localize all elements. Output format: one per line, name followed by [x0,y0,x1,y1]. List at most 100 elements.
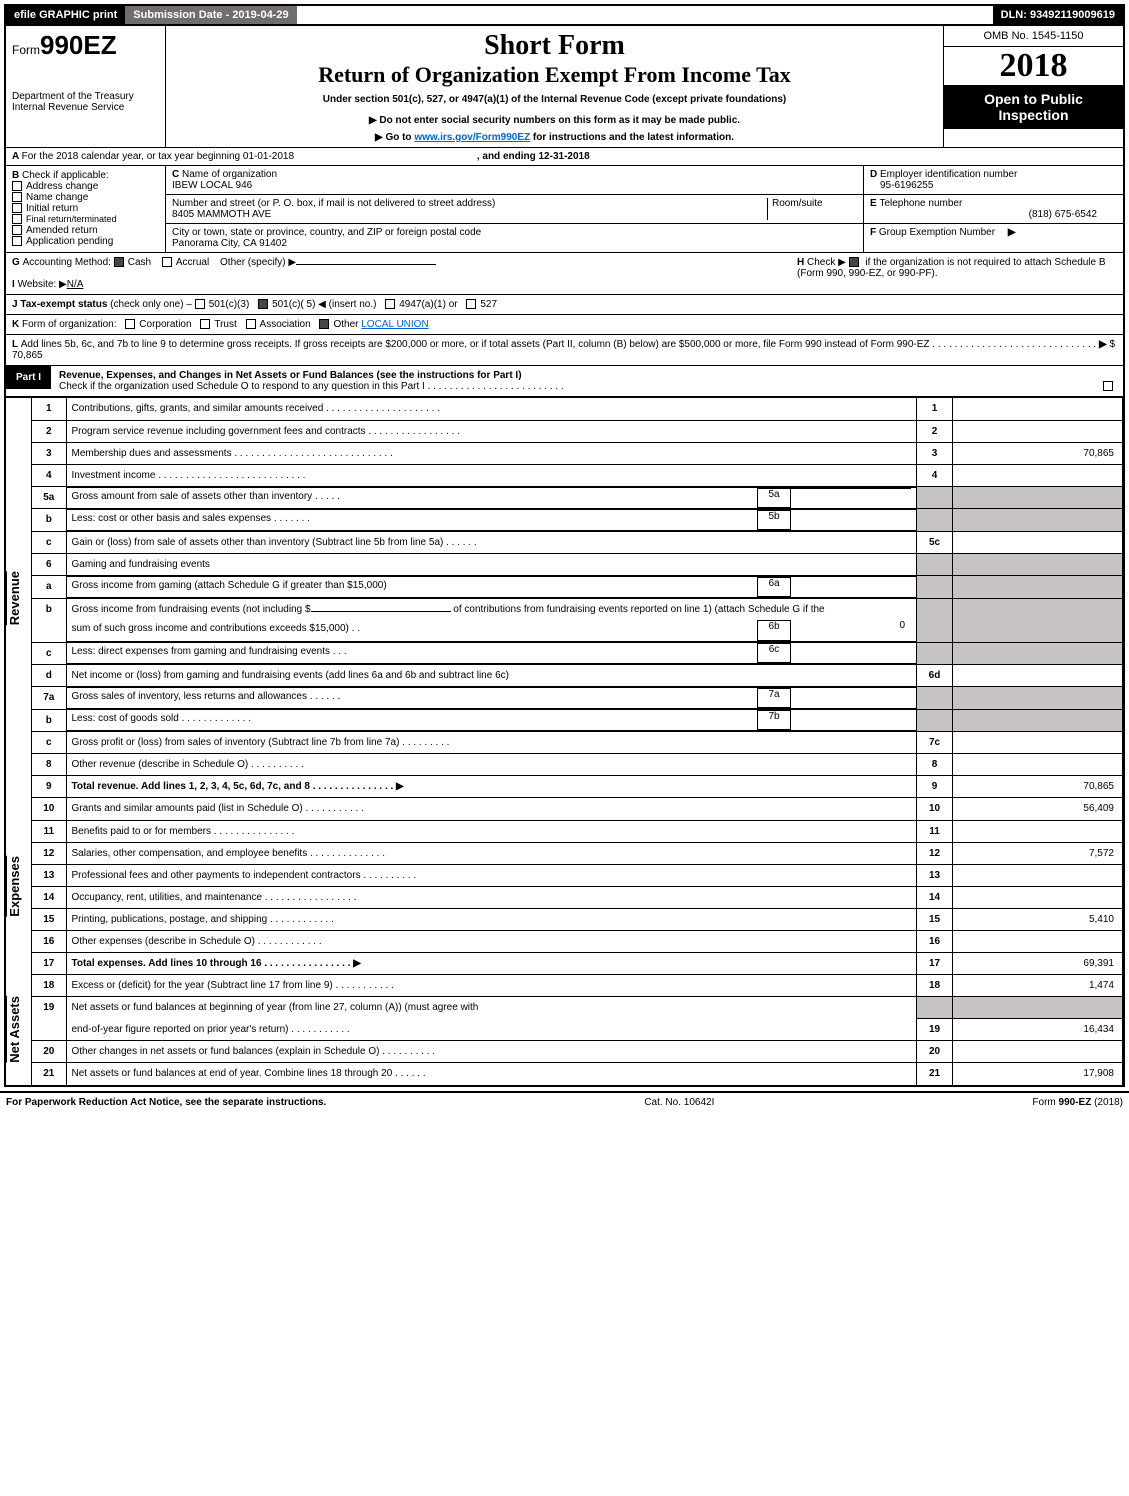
submission-date: Submission Date - 2019-04-29 [125,6,296,24]
table-row: 7aGross sales of inventory, less returns… [32,687,1123,710]
line-k: K Form of organization: Corporation Trus… [6,315,1123,335]
table-row: 2Program service revenue including gover… [32,420,1123,442]
goto-post: for instructions and the latest informat… [530,132,734,143]
dept-treasury: Department of the Treasury [12,91,159,102]
table-row: 20Other changes in net assets or fund ba… [32,1041,1123,1063]
table-row: cGross profit or (loss) from sales of in… [32,732,1123,754]
expenses-table: 10Grants and similar amounts paid (list … [32,798,1123,975]
table-row: end-of-year figure reported on prior yea… [32,1019,1123,1041]
section-g: G Accounting Method: Cash Accrual Other … [12,257,797,290]
j-o2: 501(c)( 5) ◀ (insert no.) [272,299,376,310]
footer: For Paperwork Reduction Act Notice, see … [0,1091,1129,1112]
checkbox-assoc[interactable] [246,319,256,329]
fundraising-amount-input[interactable] [311,611,451,612]
checkbox-other-org[interactable] [319,319,329,329]
checkbox-corp[interactable] [125,319,135,329]
checkbox-address-change[interactable] [12,181,22,191]
checkbox-part1-schedo[interactable] [1103,381,1113,391]
table-row: 15Printing, publications, postage, and s… [32,908,1123,930]
checkbox-accrual[interactable] [162,257,172,267]
goto-pre: ▶ Go to [375,132,414,143]
line-a-ending: , and ending 12-31-2018 [477,151,590,162]
open-to-public: Open to Public Inspection [944,85,1123,129]
b-item-5: Application pending [26,236,113,247]
line-a-text: For the 2018 calendar year, or tax year … [22,151,294,162]
checkbox-501c3[interactable] [195,299,205,309]
org-address: 8405 MAMMOTH AVE [172,209,271,220]
checkbox-trust[interactable] [200,319,210,329]
k-other: Other [333,319,358,330]
table-row: bGross income from fundraising events (n… [32,598,1123,620]
netassets-table: 18Excess or (deficit) for the year (Subt… [32,975,1123,1085]
k-assoc: Association [260,319,311,330]
ssn-warning: ▶ Do not enter social security numbers o… [172,115,937,126]
table-row: 13Professional fees and other payments t… [32,864,1123,886]
b-item-3: Final return/terminated [26,214,117,224]
g-other-input[interactable] [296,264,436,265]
g-accrual: Accrual [176,257,209,268]
checkbox-cash[interactable] [114,257,124,267]
table-row: bLess: cost of goods sold . . . . . . . … [32,709,1123,732]
ein-value: 95-6196255 [870,180,933,191]
revenue-section: Revenue 1Contributions, gifts, grants, a… [6,397,1123,798]
checkbox-527[interactable] [466,299,476,309]
table-row: 16Other expenses (describe in Schedule O… [32,930,1123,952]
form-prefix: Form [12,43,40,57]
table-row: 1Contributions, gifts, grants, and simil… [32,398,1123,420]
c-city-label: City or town, state or province, country… [172,227,481,238]
netassets-label: Net Assets [6,996,31,1063]
return-title: Return of Organization Exempt From Incom… [172,62,937,88]
expenses-section: Expenses 10Grants and similar amounts pa… [6,798,1123,975]
cat-no: Cat. No. 10642I [644,1097,714,1108]
checkbox-h[interactable] [849,257,859,267]
b-item-4: Amended return [26,225,98,236]
checkbox-amended[interactable] [12,225,22,235]
table-row: cGain or (loss) from sale of assets othe… [32,531,1123,553]
dln-label: DLN: 93492119009619 [993,6,1123,24]
table-row: 4Investment income . . . . . . . . . . .… [32,464,1123,486]
checkbox-4947[interactable] [385,299,395,309]
revenue-label: Revenue [6,571,31,625]
c-name-label: Name of organization [182,169,277,180]
b-item-2: Initial return [26,203,78,214]
table-row: aGross income from gaming (attach Schedu… [32,575,1123,598]
k-corp: Corporation [139,319,191,330]
checkbox-501c[interactable] [258,299,268,309]
l-arrow: ▶ [1099,339,1107,350]
table-row: sum of such gross income and contributio… [32,620,1123,642]
part1-check: Check if the organization used Schedule … [59,381,564,392]
j-pre: Tax-exempt status [20,299,107,310]
table-row: dNet income or (loss) from gaming and fu… [32,665,1123,687]
tax-year: 2018 [944,47,1123,85]
header-block: Form990EZ Department of the Treasury Int… [6,26,1123,148]
g-label: Accounting Method: [23,257,111,268]
line-j: J Tax-exempt status (check only one) – 5… [6,295,1123,315]
table-row: 21Net assets or fund balances at end of … [32,1063,1123,1085]
table-row: 10Grants and similar amounts paid (list … [32,798,1123,820]
netassets-section: Net Assets 18Excess or (deficit) for the… [6,975,1123,1085]
irs-link[interactable]: www.irs.gov/Form990EZ [414,132,530,143]
g-cash: Cash [128,257,151,268]
section-h: H Check ▶ if the organization is not req… [797,257,1117,290]
j-o3: 4947(a)(1) or [399,299,457,310]
table-row: 3Membership dues and assessments . . . .… [32,442,1123,464]
l-text: Add lines 5b, 6c, and 7b to line 9 to de… [21,339,930,350]
h-check: Check ▶ [807,257,846,268]
d-label: Employer identification number [880,169,1017,180]
short-form-title: Short Form [172,30,937,62]
line-l: L Add lines 5b, 6c, and 7b to line 9 to … [6,335,1123,365]
table-row: 18Excess or (deficit) for the year (Subt… [32,975,1123,997]
f-arrow: ▶ [1008,227,1016,238]
l-dots: . . . . . . . . . . . . . . . . . . . . … [932,339,1096,350]
irs-label: Internal Revenue Service [12,102,159,113]
other-org-link[interactable]: LOCAL UNION [361,319,428,330]
part1-title: Revenue, Expenses, and Changes in Net As… [59,370,522,381]
table-row: 19Net assets or fund balances at beginni… [32,997,1123,1019]
checkbox-final-return[interactable] [12,214,22,224]
checkbox-pending[interactable] [12,236,22,246]
checkbox-name-change[interactable] [12,192,22,202]
form-number: Form990EZ [12,30,159,61]
g-other: Other (specify) ▶ [220,257,296,268]
table-row: 5aGross amount from sale of assets other… [32,486,1123,509]
checkbox-initial-return[interactable] [12,203,22,213]
